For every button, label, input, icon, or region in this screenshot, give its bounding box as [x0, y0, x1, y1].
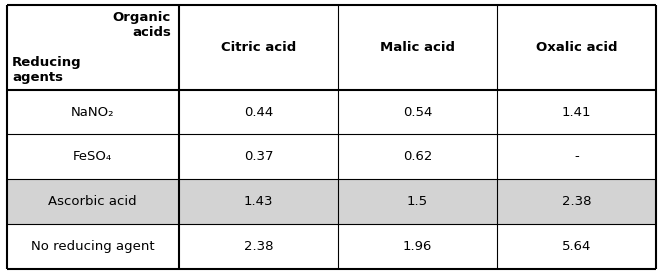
- Text: NaNO₂: NaNO₂: [71, 105, 115, 119]
- Text: Citric acid: Citric acid: [221, 41, 296, 54]
- Text: 1.41: 1.41: [562, 105, 591, 119]
- Text: 5.64: 5.64: [562, 240, 591, 253]
- Text: Reducing
agents: Reducing agents: [12, 56, 82, 84]
- Text: 0.62: 0.62: [403, 150, 432, 163]
- Text: 2.38: 2.38: [562, 195, 591, 208]
- Text: Organic
acids: Organic acids: [113, 11, 171, 39]
- Text: Ascorbic acid: Ascorbic acid: [48, 195, 137, 208]
- Text: 1.5: 1.5: [407, 195, 428, 208]
- Text: -: -: [574, 150, 579, 163]
- Text: 1.43: 1.43: [244, 195, 273, 208]
- Text: FeSO₄: FeSO₄: [73, 150, 112, 163]
- Text: 2.38: 2.38: [244, 240, 273, 253]
- Text: Oxalic acid: Oxalic acid: [536, 41, 617, 54]
- Text: 1.96: 1.96: [403, 240, 432, 253]
- Text: 0.37: 0.37: [244, 150, 273, 163]
- Text: 0.54: 0.54: [403, 105, 432, 119]
- Text: No reducing agent: No reducing agent: [31, 240, 154, 253]
- Text: Malic acid: Malic acid: [380, 41, 455, 54]
- Text: 0.44: 0.44: [244, 105, 273, 119]
- Bar: [7, 179, 656, 224]
